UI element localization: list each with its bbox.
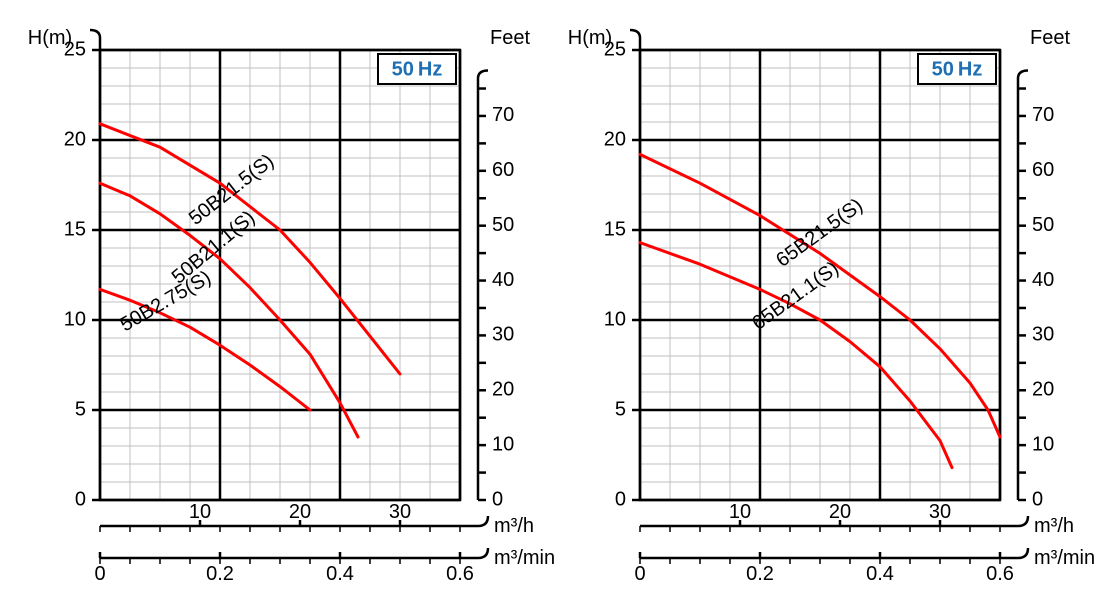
y-left-tick-label: 0 (75, 488, 86, 510)
y-right-tick-label: 50 (1032, 214, 1054, 236)
x-primary-tick-label: 0 (94, 563, 105, 585)
y-right-tick-label: 0 (1032, 488, 1043, 510)
y-right-tick-label: 10 (1032, 433, 1054, 455)
y-right-tick-label: 0 (492, 488, 503, 510)
y-left-tick-label: 5 (615, 398, 626, 420)
x-secondary-tick-label: 20 (289, 501, 311, 523)
x-secondary-tick-label: 30 (929, 501, 951, 523)
x-primary-tick-label: 0.2 (746, 563, 774, 585)
y-left-tick-label: 0 (615, 488, 626, 510)
y-left-axis-label: H(m) (568, 27, 612, 49)
y-right-tick-label: 70 (492, 104, 514, 126)
x-primary-tick-label: 0 (634, 563, 645, 585)
x-primary-axis-label: m³/min (1034, 547, 1095, 569)
frequency-label: 50 Hz (392, 58, 443, 80)
x-secondary-tick-label: 10 (729, 501, 751, 523)
y-right-tick-label: 40 (1032, 269, 1054, 291)
y-right-tick-label: 40 (492, 269, 514, 291)
y-left-tick-label: 5 (75, 398, 86, 420)
x-secondary-tick-label: 10 (189, 501, 211, 523)
x-primary-tick-label: 0.4 (866, 563, 894, 585)
frequency-label: 50 Hz (932, 58, 983, 80)
y-right-tick-label: 70 (1032, 104, 1054, 126)
chart-1: 0510152025H(m)010203040506070Feet102030m… (568, 27, 1095, 585)
y-right-axis-label: Feet (1030, 27, 1070, 49)
y-right-tick-label: 10 (492, 433, 514, 455)
chart-0: 0510152025H(m)010203040506070Feet102030m… (28, 27, 555, 585)
y-left-tick-label: 15 (604, 218, 626, 240)
y-right-tick-label: 50 (492, 214, 514, 236)
y-left-tick-label: 20 (604, 128, 626, 150)
x-secondary-tick-label: 20 (829, 501, 851, 523)
x-primary-tick-label: 0.4 (326, 563, 354, 585)
x-secondary-axis-label: m³/h (1034, 515, 1074, 537)
y-left-axis-label: H(m) (28, 27, 72, 49)
x-primary-tick-label: 0.6 (986, 563, 1014, 585)
x-primary-tick-label: 0.2 (206, 563, 234, 585)
y-right-tick-label: 60 (1032, 159, 1054, 181)
y-left-tick-label: 10 (64, 308, 86, 330)
x-primary-tick-label: 0.6 (446, 563, 474, 585)
y-right-tick-label: 20 (492, 379, 514, 401)
chart-stage: 0510152025H(m)010203040506070Feet102030m… (0, 0, 1108, 612)
y-left-tick-label: 20 (64, 128, 86, 150)
y-right-tick-label: 60 (492, 159, 514, 181)
y-left-tick-label: 10 (604, 308, 626, 330)
y-right-axis-label: Feet (490, 27, 530, 49)
x-primary-axis-label: m³/min (494, 547, 555, 569)
y-right-tick-label: 30 (492, 324, 514, 346)
y-right-tick-label: 20 (1032, 379, 1054, 401)
x-secondary-tick-label: 30 (389, 501, 411, 523)
y-right-tick-label: 30 (1032, 324, 1054, 346)
x-secondary-axis-label: m³/h (494, 515, 534, 537)
y-left-tick-label: 15 (64, 218, 86, 240)
